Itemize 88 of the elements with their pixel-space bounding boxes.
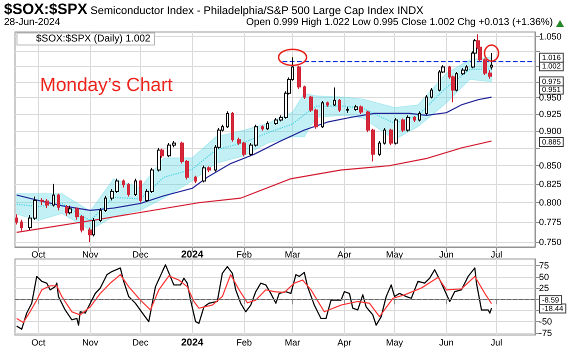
x-tick-label: Apr <box>337 338 352 348</box>
candlestick <box>266 120 269 131</box>
annotation: Monday’s Chart <box>40 75 173 97</box>
x-tick-label: Oct <box>31 250 46 260</box>
candlestick <box>490 52 493 70</box>
candlestick <box>394 118 398 145</box>
y-tick-label: 0.900 <box>539 126 562 136</box>
candlestick <box>389 128 393 146</box>
candlestick <box>65 204 69 216</box>
y-tick-label: 0.750 <box>539 237 562 248</box>
y-tick-label: 0.950 <box>539 92 562 103</box>
x-tick-label: May <box>386 250 404 260</box>
candlestick <box>461 68 465 76</box>
candlestick <box>354 104 358 112</box>
candlestick <box>15 214 18 225</box>
x-tick-label: 2024 <box>181 338 204 348</box>
x-tick-label: 2024 <box>181 250 204 260</box>
candlestick <box>57 193 60 211</box>
y-tick-label: 50 <box>539 272 550 282</box>
candlestick <box>202 165 206 183</box>
candlestick <box>226 110 229 129</box>
y-tick-label: 0.775 <box>539 217 562 228</box>
candlestick <box>207 166 211 173</box>
y-tick-label: -75 <box>539 328 552 338</box>
y-tick-label: 25 <box>539 283 550 294</box>
x-tick-label: Mar <box>284 250 300 260</box>
candlestick <box>406 114 410 132</box>
line-series <box>16 96 492 211</box>
candlestick <box>99 208 102 223</box>
candlestick <box>231 112 234 142</box>
candlestick <box>465 64 468 72</box>
candlestick <box>401 118 405 133</box>
x-tick-label: Apr <box>337 250 352 260</box>
candlestick <box>333 87 336 107</box>
candlestick <box>160 148 164 158</box>
candlestick <box>413 116 416 123</box>
chart-title: $SOX:$SPX Semiconductor Index - Philadelphia/S&P 500 Large Cap Index INDX <box>4 1 424 18</box>
y-tick-label: -50 <box>539 316 552 327</box>
y-tick-label: 0.800 <box>539 198 562 208</box>
candlestick <box>359 105 363 115</box>
candlestick <box>92 218 95 237</box>
candlestick <box>261 124 264 132</box>
x-tick-label: Nov <box>82 250 99 260</box>
x-tick-label: Jun <box>439 250 454 260</box>
candlestick <box>321 100 324 129</box>
line-series <box>16 274 492 324</box>
candlestick <box>68 205 72 215</box>
candlestick <box>157 147 161 172</box>
x-tick-label: Nov <box>82 338 99 348</box>
x-tick-label: Dec <box>132 250 149 260</box>
text: 28-Jun-2024 <box>4 17 60 28</box>
line-series <box>16 264 492 330</box>
candlestick <box>383 128 386 145</box>
x-tick-label: Feb <box>236 250 252 260</box>
candlestick <box>430 88 433 99</box>
candlestick <box>297 65 301 90</box>
x-tick-label: Jul <box>490 250 502 260</box>
y-tick-label: 0.850 <box>539 160 562 171</box>
candlestick <box>326 101 329 108</box>
candlestick <box>88 227 92 243</box>
line-series <box>16 140 492 234</box>
candlestick <box>303 85 306 100</box>
text: $SOX:$SPX (Daily) 1.002 <box>36 34 151 44</box>
candlestick <box>52 183 55 208</box>
x-tick-label: Jul <box>490 338 502 348</box>
text: Open 0.999 High 1.022 Low 0.995 Close 1.002 Chg +0.013 (+1.36%) <box>246 17 553 28</box>
candlestick <box>122 178 125 188</box>
candlestick <box>194 175 197 184</box>
x-tick-label: Feb <box>236 338 252 348</box>
x-tick-label: Dec <box>132 338 149 348</box>
candlestick <box>425 94 428 116</box>
x-tick-label: Jun <box>439 338 454 348</box>
candlestick <box>346 106 349 114</box>
candlestick <box>455 71 458 92</box>
candlestick <box>134 178 137 196</box>
x-tick-label: May <box>386 338 404 348</box>
candlestick <box>139 180 142 204</box>
y-tick-label: 0.825 <box>539 178 562 189</box>
x-tick-label: Mar <box>284 338 300 348</box>
candlestick <box>127 182 130 198</box>
candlestick <box>418 110 421 122</box>
y-tick-label: 1.050 <box>539 32 562 42</box>
y-tick-label: 0.925 <box>539 109 562 120</box>
y-tick-label: 75 <box>539 260 550 271</box>
candlestick <box>104 195 107 212</box>
candlestick <box>338 98 341 113</box>
x-tick-label: Oct <box>31 338 46 348</box>
candlestick <box>378 140 381 156</box>
